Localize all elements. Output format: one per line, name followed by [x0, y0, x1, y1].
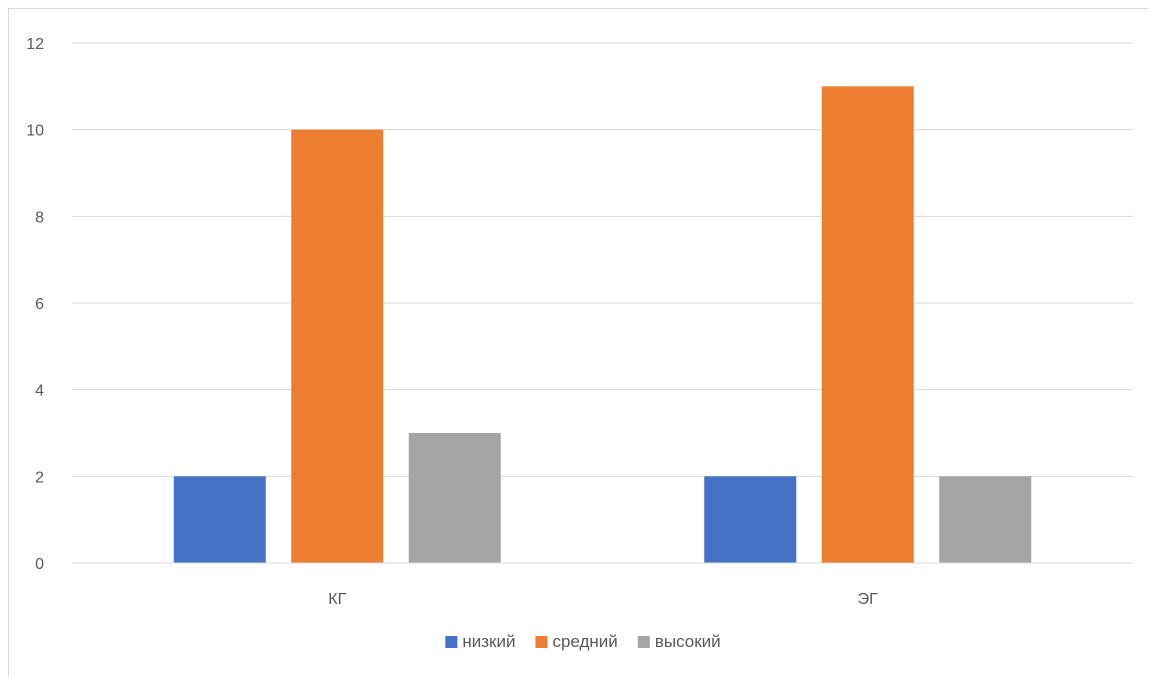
x-tick-label: ЭГ [858, 591, 879, 608]
chart-frame [8, 8, 1148, 676]
legend-label: высокий [655, 632, 721, 651]
y-tick-label: 8 [35, 209, 44, 226]
bar-низкий-ЭГ [704, 476, 797, 563]
y-tick-label: 0 [35, 556, 44, 573]
legend-label: низкий [462, 632, 515, 651]
legend-swatch-высокий [637, 636, 650, 648]
bar-средний-КГ [291, 129, 384, 563]
bar-средний-ЭГ [821, 86, 914, 563]
gridlines [72, 42, 1133, 477]
x-axis: КГ ЭГ [72, 562, 1133, 608]
y-tick-label: 2 [35, 469, 44, 486]
y-tick-label: 6 [35, 296, 44, 313]
legend-swatch-низкий [445, 636, 458, 648]
legend-swatch-средний [535, 636, 548, 648]
legend: низкий средний высокий [445, 632, 721, 651]
y-tick-label: 12 [26, 36, 44, 53]
x-tick-label: КГ [328, 591, 346, 608]
y-axis-tick-labels: 0 2 4 6 8 10 12 [26, 36, 44, 573]
bars [173, 86, 1032, 563]
y-tick-label: 4 [35, 383, 44, 400]
bar-низкий-КГ [173, 476, 266, 563]
bar-высокий-КГ [408, 433, 501, 563]
bar-высокий-ЭГ [939, 476, 1032, 563]
legend-label: средний [552, 632, 617, 651]
y-tick-label: 10 [26, 123, 44, 140]
